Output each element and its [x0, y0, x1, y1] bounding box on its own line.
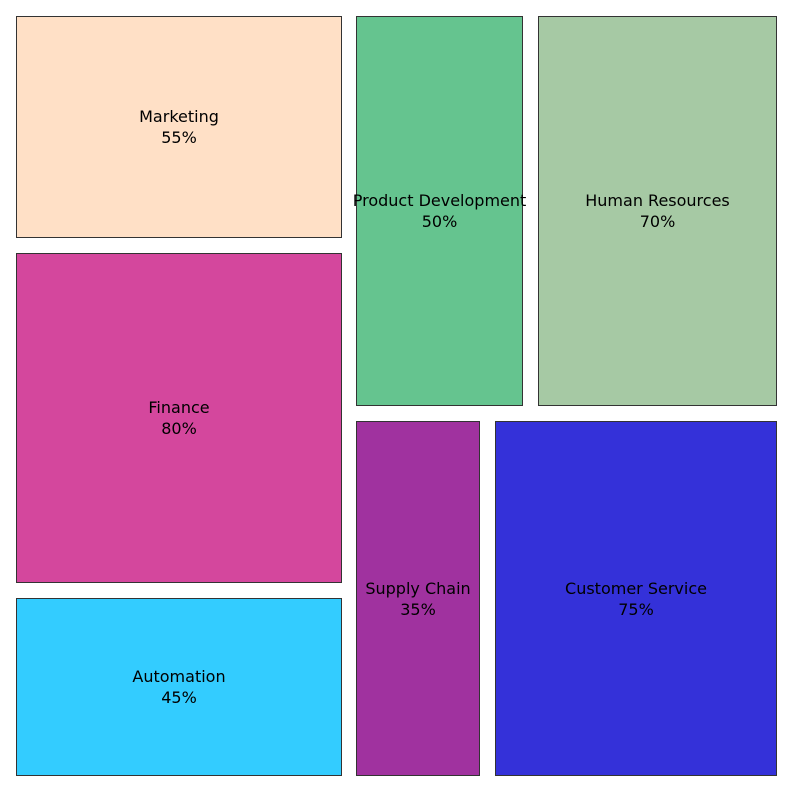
tile-label: Marketing — [139, 107, 219, 126]
tile-label: Product Development — [352, 191, 527, 210]
treemap-tile: Finance 80% — [16, 253, 342, 583]
tile-label: Human Resources — [585, 191, 730, 210]
tile-value: 50% — [421, 212, 458, 231]
tile-label: Finance — [148, 398, 210, 417]
tile-value: 55% — [161, 128, 197, 147]
tile-value: 70% — [639, 212, 676, 231]
tile-value: 75% — [618, 599, 654, 619]
tile-label: Customer Service — [565, 578, 707, 598]
treemap-tile: Customer Service 75% — [495, 421, 777, 776]
treemap-tile: Automation 45% — [16, 598, 342, 776]
treemap-tile: Product Development 50% — [353, 16, 526, 406]
tile-label: Automation — [132, 667, 226, 686]
treemap-tile: Human Resources 70% — [538, 16, 777, 406]
tile-value: 80% — [161, 419, 197, 438]
treemap-tile: Marketing 55% — [16, 16, 342, 238]
tile-value: 35% — [400, 599, 436, 619]
treemap-tile: Supply Chain 35% — [356, 421, 480, 776]
tile-value: 45% — [161, 688, 197, 707]
tile-label: Supply Chain — [365, 578, 471, 598]
